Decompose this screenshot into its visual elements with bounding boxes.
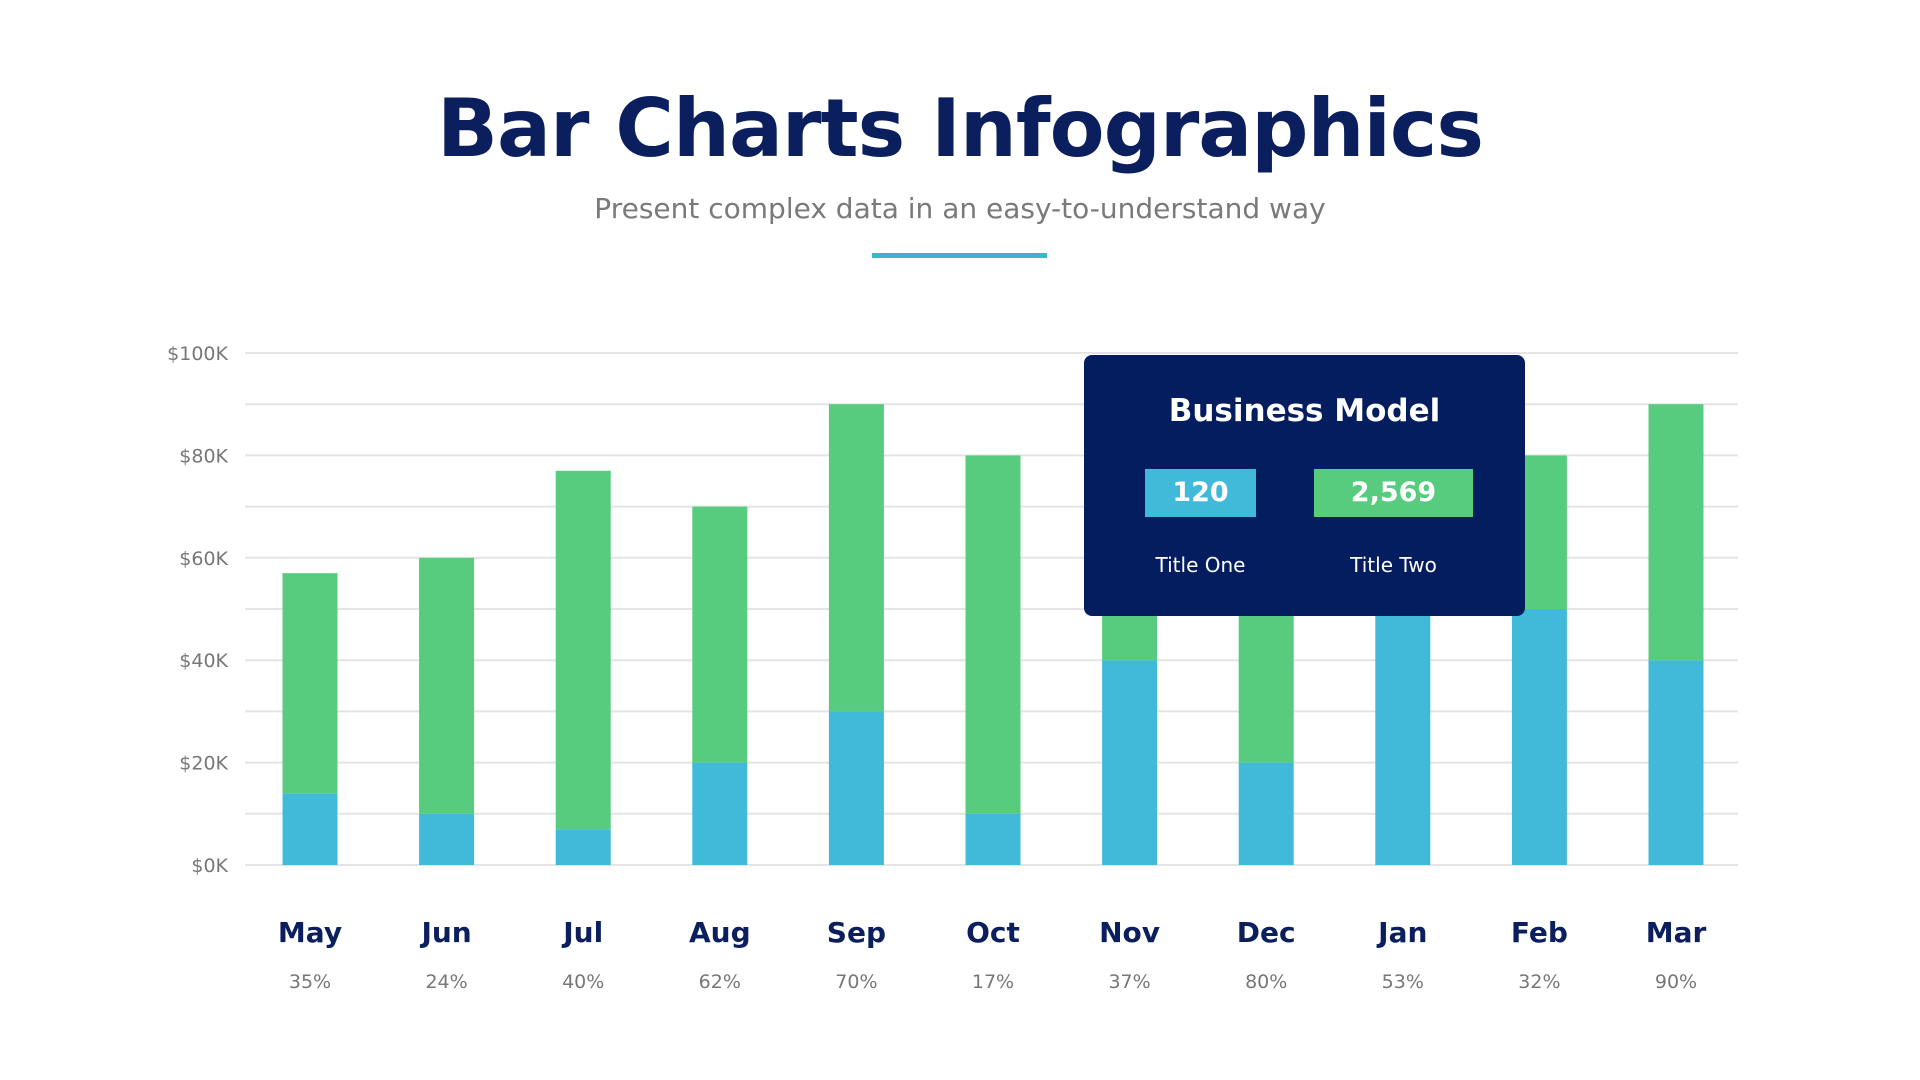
x-tick-label: Oct xyxy=(966,916,1020,949)
x-tick-label: Jul xyxy=(561,916,603,949)
bar-segment-mar-0 xyxy=(1648,660,1704,865)
bar-segment-jun-0 xyxy=(419,813,475,865)
percent-label: 37% xyxy=(1108,971,1150,993)
y-tick-label: $60K xyxy=(179,548,228,570)
page-title: Bar Charts Infographics xyxy=(437,82,1484,175)
x-tick-label: Jan xyxy=(1376,916,1427,949)
x-tick-label: Nov xyxy=(1099,916,1160,949)
bar-segment-jul-0 xyxy=(555,829,611,865)
bar-segment-may-0 xyxy=(282,793,338,865)
y-tick-label: $80K xyxy=(179,445,228,467)
percent-label: 70% xyxy=(835,971,877,993)
y-tick-label: $100K xyxy=(167,343,228,365)
bar-segment-oct-0 xyxy=(965,813,1021,865)
bar-segment-sep-0 xyxy=(828,711,884,865)
percent-label: 40% xyxy=(562,971,604,993)
title-divider xyxy=(872,253,1047,258)
bar-segment-feb-0 xyxy=(1511,609,1567,865)
x-tick-label: Feb xyxy=(1511,916,1568,949)
bar-segment-aug-1 xyxy=(692,506,748,763)
y-tick-label: $20K xyxy=(179,753,228,775)
x-tick-label: Dec xyxy=(1237,916,1296,949)
bar-segment-mar-1 xyxy=(1648,404,1704,661)
callout-label-one: Title One xyxy=(1155,553,1246,577)
bar-segment-sep-1 xyxy=(828,404,884,712)
percent-label: 17% xyxy=(972,971,1014,993)
y-tick-label: $0K xyxy=(191,855,228,877)
x-tick-label: Sep xyxy=(827,916,886,949)
callout-value-one: 120 xyxy=(1145,469,1256,517)
business-model-callout: Business Model 120 2,569 Title One Title… xyxy=(1084,355,1525,616)
percent-label: 90% xyxy=(1655,971,1697,993)
x-tick-label: Aug xyxy=(689,916,751,949)
bar-segment-oct-1 xyxy=(965,455,1021,814)
bar-segment-dec-0 xyxy=(1238,762,1294,865)
callout-title: Business Model xyxy=(1168,393,1441,429)
x-tick-label: Mar xyxy=(1646,916,1707,949)
y-tick-label: $40K xyxy=(179,650,228,672)
percent-label: 80% xyxy=(1245,971,1287,993)
bar-segment-aug-0 xyxy=(692,762,748,865)
x-tick-label: May xyxy=(278,916,342,949)
bar-segment-jul-1 xyxy=(555,470,611,830)
percent-label: 62% xyxy=(699,971,741,993)
bar-segment-jun-1 xyxy=(419,557,475,814)
percent-label: 53% xyxy=(1382,971,1424,993)
x-tick-label: Jun xyxy=(419,916,471,949)
bar-segment-jan-0 xyxy=(1375,583,1431,865)
percent-label: 32% xyxy=(1518,971,1560,993)
bar-segment-nov-0 xyxy=(1102,660,1158,865)
percent-label: 35% xyxy=(289,971,331,993)
bar-segment-may-1 xyxy=(282,573,338,794)
callout-label-two: Title Two xyxy=(1350,553,1437,577)
callout-value-two: 2,569 xyxy=(1314,469,1473,517)
percent-label: 24% xyxy=(425,971,467,993)
page-subtitle: Present complex data in an easy-to-under… xyxy=(594,192,1326,225)
